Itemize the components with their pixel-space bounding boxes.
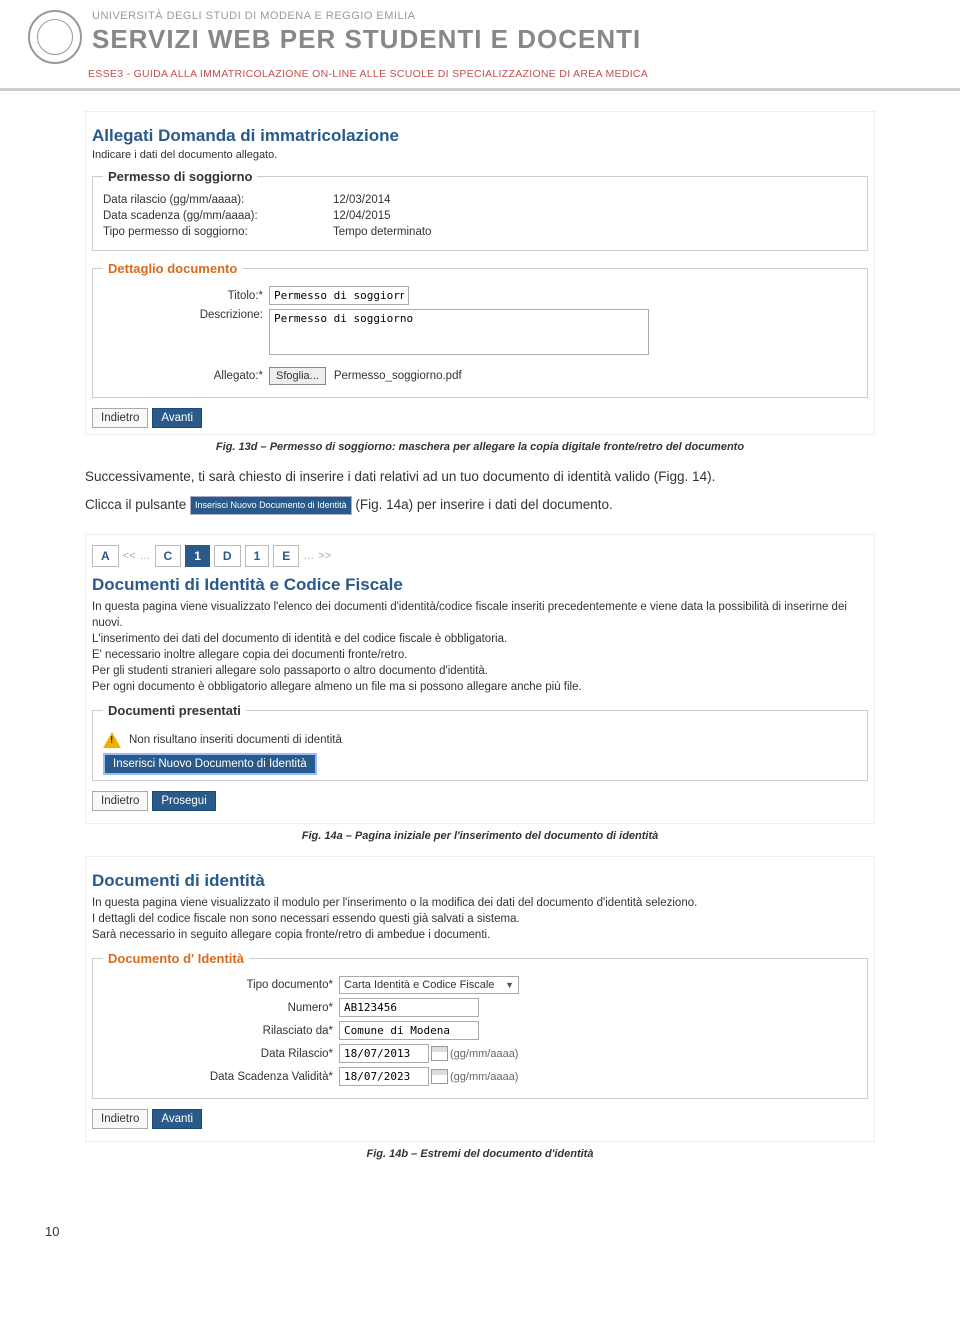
fig13d-subtitle: Indicare i dati del documento allegato. xyxy=(92,149,868,161)
permesso-fieldset: Permesso di soggiorno Data rilascio (gg/… xyxy=(92,169,868,251)
fig14a-panel: A << … C 1 D 1 E … >> Documenti di Ident… xyxy=(85,534,875,825)
crumb-a[interactable]: A xyxy=(92,545,119,567)
data-scadenza-value: 12/04/2015 xyxy=(333,210,391,222)
inline-insert-button-image: Inserisci Nuovo Documento di Identità xyxy=(190,496,352,516)
header-subtitle: ESSE3 - GUIDA ALLA IMMATRICOLAZIONE ON-L… xyxy=(28,64,960,88)
body-paragraph-1: Successivamente, ti sarà chiesto di inse… xyxy=(85,467,875,487)
permesso-legend: Permesso di soggiorno xyxy=(103,169,257,184)
fig14b-title: Documenti di identità xyxy=(92,871,868,891)
data-scadenza-label-14b: Data Scadenza Validità* xyxy=(103,1071,339,1083)
calendar-icon[interactable] xyxy=(431,1046,448,1061)
fig14a-info5: Per ogni documento è obbligatorio allega… xyxy=(92,681,582,693)
fig14b-info2: I dettagli del codice fiscale non sono n… xyxy=(92,913,520,925)
fig14a-caption: Fig. 14a – Pagina iniziale per l'inserim… xyxy=(85,830,875,842)
sfoglia-button[interactable]: Sfoglia... xyxy=(269,367,326,385)
page-content: Allegati Domanda di immatricolazione Ind… xyxy=(0,111,960,1204)
documento-identita-fieldset: Documento d' Identità Tipo documento* Ca… xyxy=(92,951,868,1099)
service-title: SERVIZI WEB PER STUDENTI E DOCENTI xyxy=(92,24,641,55)
data-rilascio-label-14b: Data Rilascio* xyxy=(103,1048,339,1060)
page-header: UNIVERSITÀ DEGLI STUDI DI MODENA E REGGI… xyxy=(0,0,960,91)
crumb-c[interactable]: C xyxy=(155,545,182,567)
date-hint-2: (gg/mm/aaaa) xyxy=(450,1071,518,1083)
chevron-down-icon: ▼ xyxy=(505,980,514,990)
page-number: 10 xyxy=(0,1204,960,1251)
fig14a-info2: L'inserimento dei dati del documento di … xyxy=(92,633,507,645)
indietro-button-14a[interactable]: Indietro xyxy=(92,791,148,811)
titolo-input[interactable] xyxy=(269,286,409,305)
crumb-arrleft: << xyxy=(123,550,136,562)
descrizione-textarea[interactable] xyxy=(269,309,649,355)
insert-document-button[interactable]: Inserisci Nuovo Documento di Identità xyxy=(103,753,317,775)
dettaglio-fieldset: Dettaglio documento Titolo:* Descrizione… xyxy=(92,261,868,398)
titolo-label: Titolo:* xyxy=(103,290,269,302)
documento-identita-legend: Documento d' Identità xyxy=(103,951,249,966)
tipo-doc-label: Tipo documento* xyxy=(103,979,339,991)
tipo-permesso-label: Tipo permesso di soggiorno: xyxy=(103,226,333,238)
fig14b-caption: Fig. 14b – Estremi del documento d'ident… xyxy=(85,1148,875,1160)
prosegui-button[interactable]: Prosegui xyxy=(152,791,215,811)
data-rilascio-input[interactable] xyxy=(339,1044,429,1063)
calendar-icon-2[interactable] xyxy=(431,1069,448,1084)
data-rilascio-label: Data rilascio (gg/mm/aaaa): xyxy=(103,194,333,206)
indietro-button[interactable]: Indietro xyxy=(92,408,148,428)
numero-input[interactable] xyxy=(339,998,479,1017)
data-rilascio-value: 12/03/2014 xyxy=(333,194,391,206)
crumb-arrright: >> xyxy=(318,550,331,562)
avanti-button-14b[interactable]: Avanti xyxy=(152,1109,202,1129)
fig14b-info1: In questa pagina viene visualizzato il m… xyxy=(92,897,697,909)
rilasciato-input[interactable] xyxy=(339,1021,479,1040)
fig14b-panel: Documenti di identità In questa pagina v… xyxy=(85,856,875,1142)
date-hint-1: (gg/mm/aaaa) xyxy=(450,1048,518,1060)
fig14b-info3: Sarà necessario in seguito allegare copi… xyxy=(92,929,490,941)
allegato-filename: Permesso_soggiorno.pdf xyxy=(334,370,462,382)
crumb-e[interactable]: E xyxy=(273,545,299,567)
numero-label: Numero* xyxy=(103,1002,339,1014)
warning-text: Non risultano inseriti documenti di iden… xyxy=(129,734,342,746)
documenti-presentati-fieldset: Documenti presentati Non risultano inser… xyxy=(92,703,868,781)
crumb-1b[interactable]: 1 xyxy=(245,545,270,567)
data-scadenza-input[interactable] xyxy=(339,1067,429,1086)
avanti-button[interactable]: Avanti xyxy=(152,408,202,428)
tipo-permesso-value: Tempo determinato xyxy=(333,226,431,238)
fig14a-title: Documenti di Identità e Codice Fiscale xyxy=(92,575,868,595)
university-seal-icon xyxy=(28,10,82,64)
warning-icon xyxy=(103,732,121,748)
documenti-presentati-legend: Documenti presentati xyxy=(103,703,246,718)
fig13d-caption: Fig. 13d – Permesso di soggiorno: masche… xyxy=(85,441,875,453)
crumb-dots2: … xyxy=(303,550,314,562)
rilasciato-label: Rilasciato da* xyxy=(103,1025,339,1037)
descrizione-label: Descrizione: xyxy=(103,309,269,321)
fig13d-title: Allegati Domanda di immatricolazione xyxy=(92,126,868,146)
tipo-doc-value: Carta Identità e Codice Fiscale xyxy=(344,979,494,991)
indietro-button-14b[interactable]: Indietro xyxy=(92,1109,148,1129)
body2-suffix: (Fig. 14a) per inserire i dati del docum… xyxy=(355,497,612,512)
body-paragraph-2: Clicca il pulsante Inserisci Nuovo Docum… xyxy=(85,495,875,515)
body2-prefix: Clicca il pulsante xyxy=(85,497,190,512)
university-name: UNIVERSITÀ DEGLI STUDI DI MODENA E REGGI… xyxy=(92,10,641,22)
allegato-label: Allegato:* xyxy=(103,370,269,382)
fig14a-info4: Per gli studenti stranieri allegare solo… xyxy=(92,665,488,677)
crumb-1[interactable]: 1 xyxy=(185,545,210,567)
crumb-d[interactable]: D xyxy=(214,545,241,567)
data-scadenza-label: Data scadenza (gg/mm/aaaa): xyxy=(103,210,333,222)
crumb-dots1: … xyxy=(140,550,151,562)
tipo-doc-select[interactable]: Carta Identità e Codice Fiscale ▼ xyxy=(339,976,519,994)
fig13d-panel: Allegati Domanda di immatricolazione Ind… xyxy=(85,111,875,435)
fig14a-info1: In questa pagina viene visualizzato l'el… xyxy=(92,601,847,629)
fig14a-info3: E' necessario inoltre allegare copia dei… xyxy=(92,649,407,661)
dettaglio-legend: Dettaglio documento xyxy=(103,261,242,276)
breadcrumb: A << … C 1 D 1 E … >> xyxy=(92,545,868,567)
